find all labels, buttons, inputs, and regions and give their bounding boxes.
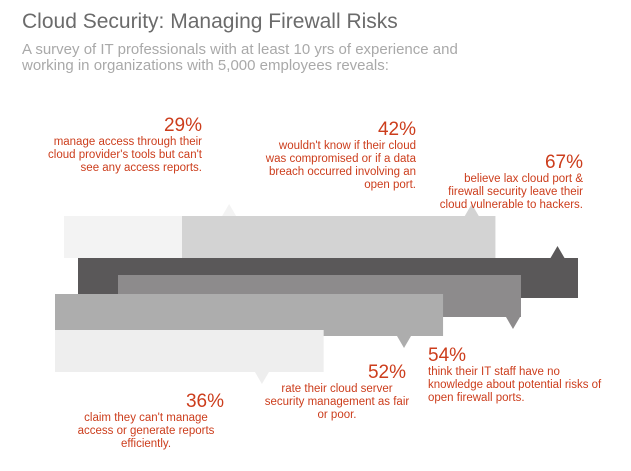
stat-42-label: wouldn't know if their cloud was comprom… bbox=[265, 140, 416, 191]
stat-67: 67% believe lax cloud port & firewall se… bbox=[432, 153, 583, 212]
stat-54-value: 54% bbox=[428, 345, 467, 366]
stat-67-value: 67% bbox=[544, 152, 583, 173]
bar-rect-4 bbox=[55, 294, 444, 336]
stat-52: 52% rate their cloud server security man… bbox=[262, 363, 412, 422]
bar-52-percent bbox=[55, 294, 444, 348]
bar-rect-1 bbox=[182, 216, 496, 258]
stat-42-value: 42% bbox=[377, 119, 416, 140]
stat-54-label: think their IT staff have no knowledge a… bbox=[428, 366, 602, 404]
bar-36-percent bbox=[55, 330, 324, 384]
bar-pointer-2 bbox=[550, 246, 565, 258]
bar-42-percent bbox=[182, 204, 496, 258]
stat-67-label: believe lax cloud port & firewall securi… bbox=[439, 173, 583, 211]
stat-36: 36% claim they can't manage access or ge… bbox=[62, 392, 230, 451]
stat-36-label: claim they can't manage access or genera… bbox=[77, 412, 215, 450]
stat-42: 42% wouldn't know if their cloud was com… bbox=[265, 120, 416, 192]
stat-52-value: 52% bbox=[367, 362, 406, 383]
bar-pointer-5 bbox=[254, 372, 269, 384]
bar-pointer-3 bbox=[505, 317, 520, 329]
bar-pointer-4 bbox=[397, 336, 412, 348]
bar-rect-5 bbox=[55, 330, 324, 372]
stat-52-label: rate their cloud server security managem… bbox=[264, 383, 410, 421]
stat-54: 54% think their IT staff have no knowled… bbox=[428, 346, 613, 405]
stat-29-label: manage access through their cloud provid… bbox=[48, 136, 202, 174]
page-subtitle: A survey of IT professionals with at lea… bbox=[22, 41, 458, 74]
bar-pointer-1 bbox=[464, 204, 479, 216]
bar-pointer-0 bbox=[222, 204, 237, 216]
stat-29-value: 29% bbox=[163, 115, 202, 136]
stat-29: 29% manage access through their cloud pr… bbox=[22, 116, 202, 175]
page-title: Cloud Security: Managing Firewall Risks bbox=[22, 10, 398, 33]
stat-36-value: 36% bbox=[185, 391, 224, 412]
